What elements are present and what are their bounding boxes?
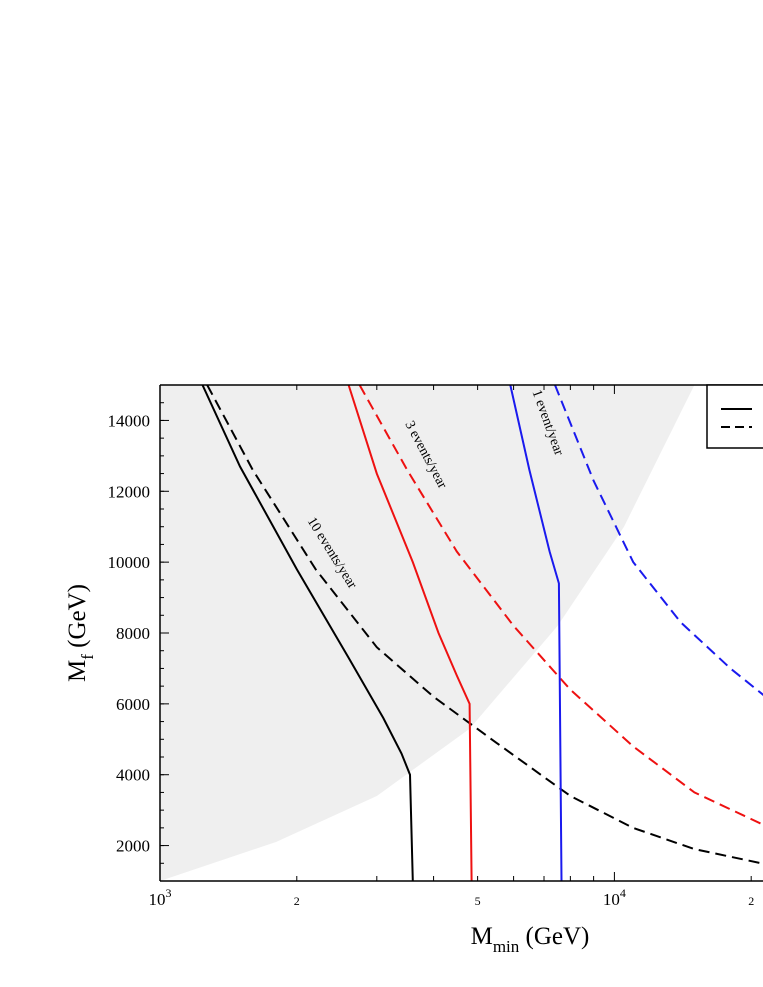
series-line-0 [201,385,414,881]
x-tick-label-1: 2 [294,894,300,908]
series-line-2 [347,385,473,881]
y-tick-label-3: 8000 [116,624,150,643]
legend-box [706,384,763,449]
x-tick-label-0: 103 [149,886,172,909]
x-axis-title: Mmin (GeV) [471,923,590,956]
y-tick-label-4: 10000 [108,553,151,572]
y-tick-label-1: 4000 [116,766,150,785]
y-tick-label-6: 14000 [108,411,151,430]
series-line-4 [509,385,563,881]
x-tick-label-3: 104 [603,886,626,909]
axes: 103 2 5 104 2 2000 4000 6000 8000 10000 12000 14000 [108,384,763,909]
series-line-1 [206,385,763,865]
series-line-5 [554,385,763,696]
x-tick-label-2: 5 [475,894,481,908]
series-layer [201,385,763,881]
y-tick-label-5: 12000 [108,482,151,501]
series-line-3 [358,385,763,826]
x-tick-label-4: 2 [748,894,754,908]
shaded-region [160,385,695,881]
y-tick-label-2: 6000 [116,695,150,714]
y-axis-title: Mf (GeV) [64,584,97,682]
y-tick-label-0: 2000 [116,837,150,856]
legend [706,384,763,449]
